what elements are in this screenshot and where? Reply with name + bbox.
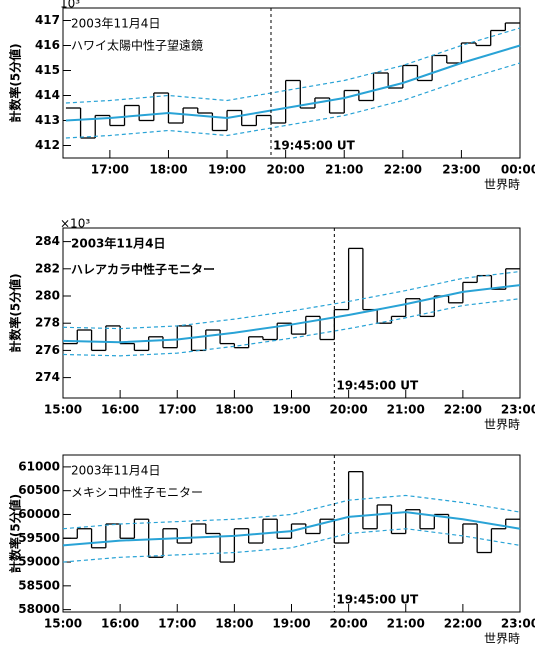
x-tick-label: 19:00: [208, 163, 246, 177]
x-tick-label: 17:00: [91, 163, 129, 177]
y-tick-label: 413: [35, 113, 60, 127]
plot-frame: [62, 7, 521, 159]
y-multiplier: ×10³: [60, 217, 90, 231]
event-label: 19:45:00 UT: [336, 593, 419, 607]
x-tick-label: 20:00: [330, 403, 368, 417]
y-tick-label: 414: [35, 88, 60, 102]
y-tick-label: 278: [35, 316, 60, 330]
x-axis-label: 世界時: [484, 418, 520, 432]
y-tick-label: 282: [35, 261, 60, 275]
trend-line: [62, 284, 521, 344]
x-tick-label: 16:00: [101, 403, 139, 417]
y-tick-label: 61000: [18, 459, 60, 473]
y-tick-label: 59000: [18, 555, 60, 569]
y-tick-label: 60500: [18, 483, 60, 497]
y-tick-label: 276: [35, 343, 60, 357]
y-axis-label: 計数率(5分値): [8, 43, 23, 122]
y-tick-label: 415: [35, 63, 60, 77]
x-tick-label: 21:00: [387, 617, 425, 631]
event-label: 19:45:00 UT: [336, 379, 419, 393]
y-axis-label: 計数率(5分値): [8, 273, 23, 352]
panel-station: ハワイ太陽中性子望遠鏡: [71, 38, 203, 53]
x-tick-label: 21:00: [387, 403, 425, 417]
x-tick-label: 22:00: [444, 403, 482, 417]
x-tick-label: 15:00: [44, 617, 82, 631]
band-line: [65, 27, 521, 104]
panel-station: ハレアカラ中性子モニター: [71, 262, 215, 277]
x-tick-label: 18:00: [149, 163, 187, 177]
panel-date: 2003年11月4日: [71, 17, 160, 31]
x-tick-label: 18:00: [215, 617, 253, 631]
y-tick-label: 280: [35, 289, 60, 303]
x-tick-label: 23:00: [501, 617, 535, 631]
trend-line: [62, 511, 521, 547]
y-axis-label: 計数率(5分値): [8, 494, 23, 573]
x-tick-label: 16:00: [101, 617, 139, 631]
y-tick-label: 58500: [18, 578, 60, 592]
x-axis-label: 世界時: [484, 178, 520, 192]
y-tick-label: 416: [35, 38, 60, 52]
x-tick-label: 22:00: [444, 617, 482, 631]
y-tick-label: 412: [35, 138, 60, 152]
y-tick-label: 59500: [18, 531, 60, 545]
trend-line: [65, 44, 521, 122]
y-tick-label: 417: [35, 13, 60, 27]
event-label: 19:45:00 UT: [273, 139, 356, 153]
x-tick-label: 23:00: [442, 163, 480, 177]
x-tick-label: 18:00: [215, 403, 253, 417]
x-tick-label: 21:00: [325, 163, 363, 177]
y-tick-label: 274: [35, 370, 60, 384]
x-tick-label: 17:00: [158, 403, 196, 417]
plot-frame: [62, 227, 521, 399]
x-axis-label: 世界時: [484, 632, 520, 646]
panel-date: 2003年11月4日: [71, 236, 165, 251]
x-tick-label: 19:00: [272, 403, 310, 417]
x-tick-label: 15:00: [44, 403, 82, 417]
y-tick-label: 60000: [18, 507, 60, 521]
x-tick-label: 19:00: [272, 617, 310, 631]
x-tick-label: 22:00: [384, 163, 422, 177]
x-tick-label: 00:00: [501, 163, 535, 177]
x-tick-label: 17:00: [158, 617, 196, 631]
panel-station: メキシコ中性子モニター: [71, 485, 203, 500]
y-multiplier: 10³: [60, 0, 80, 11]
y-tick-label: 58000: [18, 602, 60, 616]
band-line: [62, 270, 521, 330]
x-tick-label: 23:00: [501, 403, 535, 417]
band-line: [65, 62, 521, 139]
y-tick-label: 284: [35, 234, 60, 248]
x-tick-label: 20:00: [267, 163, 305, 177]
x-tick-label: 20:00: [330, 617, 368, 631]
panel-date: 2003年11月4日: [71, 464, 160, 478]
